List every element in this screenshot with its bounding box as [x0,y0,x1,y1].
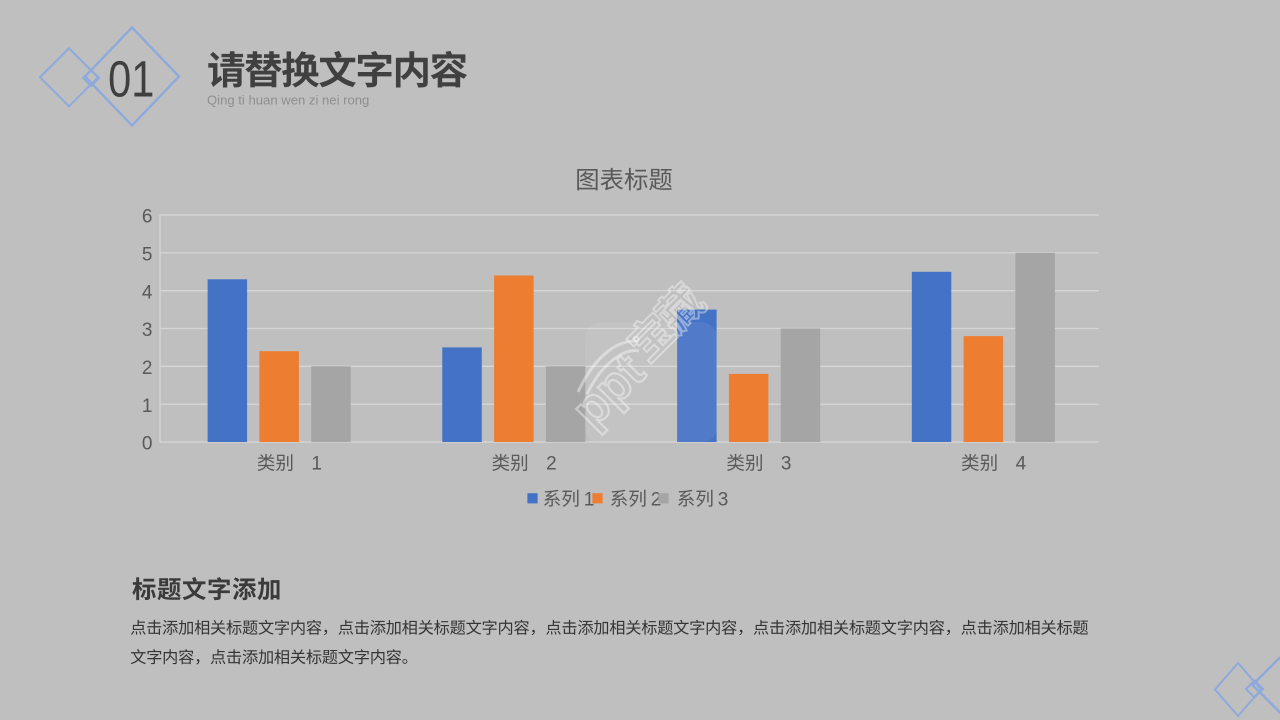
svg-text:01: 01 [108,51,154,108]
svg-text:4: 4 [1016,454,1027,475]
svg-text:4: 4 [142,282,153,303]
svg-text:3: 3 [781,454,792,475]
svg-text:0: 0 [142,434,153,455]
svg-text:1: 1 [311,454,322,475]
svg-text:5: 5 [142,245,153,266]
svg-text:2: 2 [142,358,153,379]
svg-text:Qing ti huan wen zi nei rong: Qing ti huan wen zi nei rong [207,92,369,107]
svg-text:2: 2 [546,454,557,475]
svg-text:1: 1 [584,489,595,510]
svg-text:6: 6 [142,207,153,228]
svg-text:2: 2 [651,489,662,510]
svg-text:1: 1 [142,396,153,417]
svg-text:3: 3 [142,320,153,341]
svg-text:3: 3 [718,489,729,510]
